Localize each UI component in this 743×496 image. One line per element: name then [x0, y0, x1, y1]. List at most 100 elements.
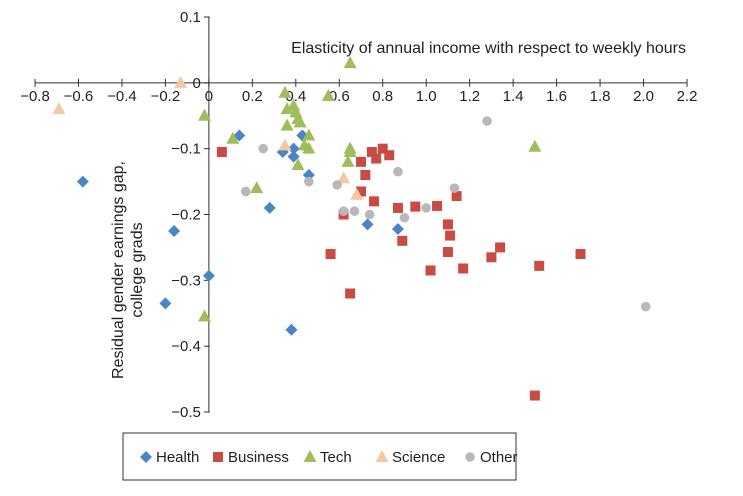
legend-item-other: Other [465, 449, 518, 466]
data-point-tech [528, 139, 542, 152]
x-tick-label: 1.2 [459, 88, 480, 105]
data-point-health [202, 269, 215, 282]
legend-marker-tech [303, 450, 317, 462]
x-tick-label: 0.4 [285, 88, 306, 105]
tick-labels: −0.8 −0.6 −0.4 −0.2 0 0.2 0.4 0.6 0.8 1.0 1.2 1.4 1.… [20, 9, 697, 421]
y-tick-label: −0.4 [171, 338, 201, 355]
legend-marker-other [465, 452, 475, 462]
legend-label: Science [392, 449, 445, 466]
data-point-health [287, 150, 300, 163]
series-business [216, 143, 586, 401]
data-point-other [304, 176, 314, 187]
series-science [52, 75, 364, 200]
data-point-tech [198, 108, 212, 121]
x-tick-label: 0.2 [242, 88, 263, 105]
axes [34, 16, 688, 413]
legend-marker-science [375, 450, 389, 462]
data-point-other [482, 116, 492, 126]
data-point-tech [293, 115, 307, 128]
data-point-tech [226, 131, 240, 144]
x-tick-label: −0.8 [20, 88, 50, 105]
data-point-health [76, 175, 89, 188]
data-point-business [442, 247, 453, 258]
legend-marker-health [140, 451, 152, 463]
y-tick-label: 0 [193, 75, 201, 92]
data-point-business [442, 219, 453, 230]
data-point-business [425, 265, 436, 276]
legend-label: Tech [320, 449, 352, 466]
x-tick-label: 1.6 [546, 88, 567, 105]
data-point-health [287, 142, 300, 155]
x-tick-label: 2.0 [633, 88, 654, 105]
data-point-health [168, 224, 181, 237]
data-point-business [366, 146, 377, 157]
data-point-business [325, 249, 336, 259]
data-point-science [52, 102, 66, 115]
data-point-business [486, 252, 497, 263]
data-point-business [356, 186, 366, 197]
data-point-business [495, 242, 506, 253]
data-point-business [216, 146, 227, 157]
x-tick-label: 1.8 [590, 88, 611, 105]
data-point-business [345, 288, 356, 299]
legend-item-science: Science [375, 449, 445, 466]
data-point-business [534, 260, 545, 271]
data-point-tech [280, 118, 294, 131]
data-point-business [356, 156, 366, 167]
x-tick-label: −0.4 [107, 88, 137, 105]
data-point-business [529, 390, 540, 401]
data-point-other [338, 206, 349, 217]
data-point-tech [343, 56, 357, 69]
data-point-business [458, 263, 469, 274]
x-tick-label: 0.8 [372, 88, 393, 105]
data-point-business [432, 200, 443, 211]
x-axis-title: Elasticity of annual income with respect… [291, 40, 686, 57]
data-point-other [241, 186, 251, 197]
legend-label: Health [156, 449, 199, 466]
data-point-other [449, 183, 460, 193]
x-tick-label: −0.2 [151, 88, 181, 105]
data-point-health [263, 201, 276, 214]
data-point-business [392, 202, 403, 213]
legend-item-tech: Tech [303, 449, 352, 466]
x-tick-label: 1.0 [416, 88, 437, 105]
legend-item-health: Health [140, 449, 199, 466]
x-tick-label: 2.2 [677, 88, 698, 105]
legend-label: Other [480, 449, 518, 466]
data-point-other [332, 180, 342, 190]
legend: Health Business Tech Science Other [122, 432, 518, 481]
data-points [52, 56, 651, 401]
y-tick-label: −0.1 [171, 141, 201, 158]
data-point-other [349, 206, 360, 217]
data-point-other [393, 166, 403, 177]
data-point-business [397, 235, 408, 246]
series-health [76, 129, 404, 336]
x-tick-label: −0.6 [64, 88, 94, 105]
data-point-business [371, 153, 382, 164]
data-point-business [451, 191, 462, 202]
y-tick-label: 0.1 [180, 9, 201, 26]
y-tick-label: −0.5 [171, 404, 201, 421]
series-tech [198, 56, 542, 322]
data-point-tech [321, 89, 335, 101]
data-point-other [258, 143, 269, 154]
data-point-business [410, 201, 421, 212]
data-point-business [384, 150, 395, 161]
data-point-science [350, 187, 364, 200]
data-point-other [364, 209, 375, 220]
data-point-tech [341, 154, 355, 167]
data-point-science [278, 138, 292, 151]
legend-marker-business [213, 452, 223, 462]
data-point-health [361, 218, 374, 231]
data-point-business [445, 230, 456, 241]
y-tick-label: −0.2 [171, 207, 201, 224]
data-point-tech [291, 158, 305, 171]
data-point-business [377, 143, 388, 154]
data-point-health [159, 297, 172, 310]
series-other [241, 116, 651, 312]
data-point-tech [278, 85, 292, 98]
legend-item-business: Business [213, 449, 289, 466]
data-point-science [174, 75, 188, 88]
data-point-business [369, 196, 380, 207]
